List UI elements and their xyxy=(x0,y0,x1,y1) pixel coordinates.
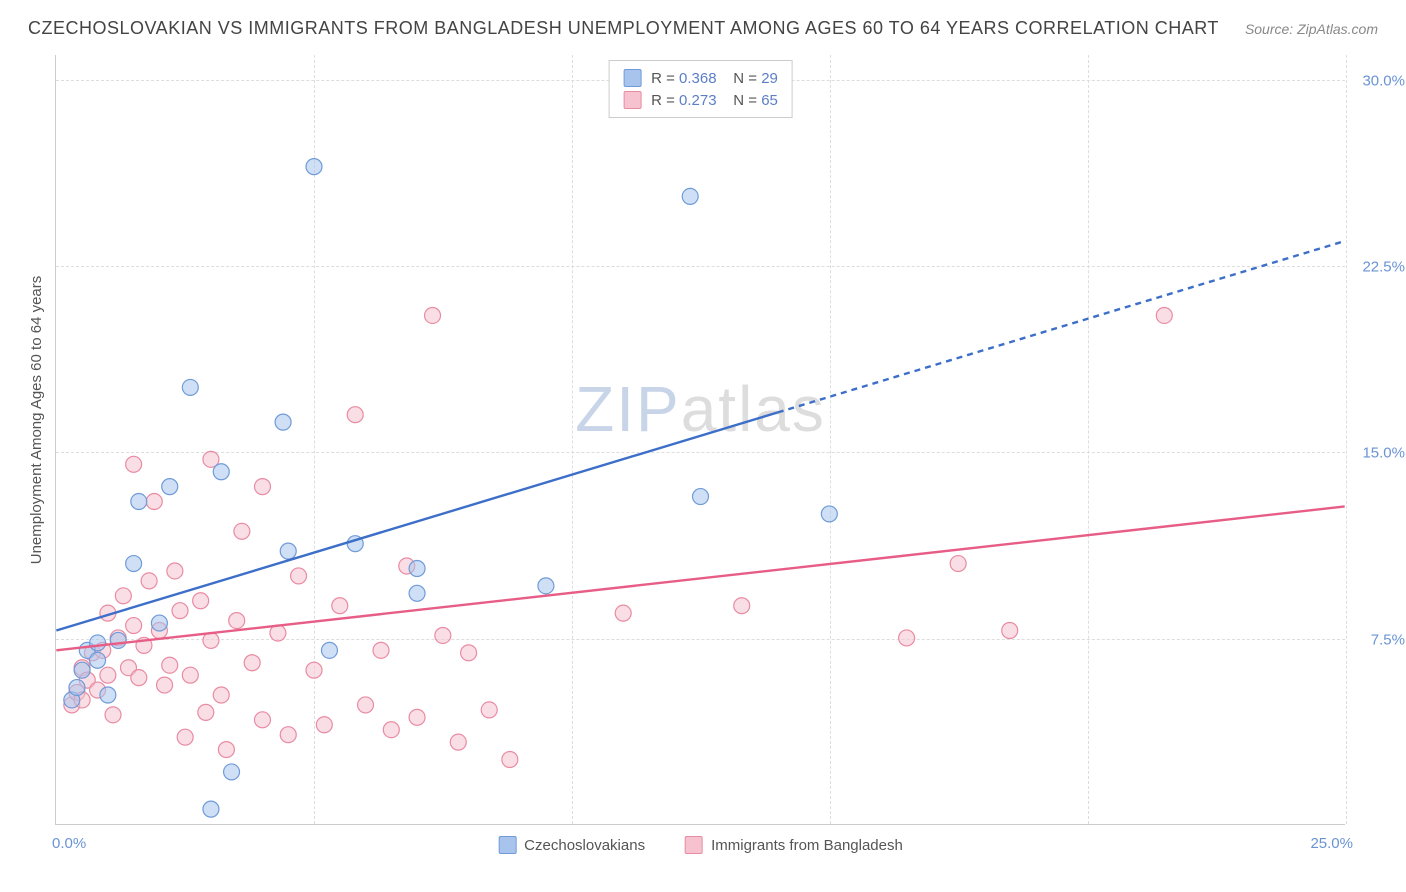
y-tick-label: 7.5% xyxy=(1371,631,1405,648)
scatter-point-a xyxy=(110,632,126,648)
scatter-point-b xyxy=(615,605,631,621)
scatter-point-b xyxy=(131,670,147,686)
scatter-point-b xyxy=(141,573,157,589)
scatter-point-b xyxy=(234,523,250,539)
scatter-point-b xyxy=(218,742,234,758)
scatter-point-b xyxy=(1156,307,1172,323)
scatter-point-b xyxy=(950,556,966,572)
chart-header: CZECHOSLOVAKIAN VS IMMIGRANTS FROM BANGL… xyxy=(28,18,1378,39)
scatter-point-b xyxy=(115,588,131,604)
source-label: Source: xyxy=(1245,21,1293,37)
scatter-point-b xyxy=(157,677,173,693)
scatter-point-a xyxy=(538,578,554,594)
scatter-point-b xyxy=(162,657,178,673)
legend-swatch-b2 xyxy=(685,836,703,854)
y-tick-label: 22.5% xyxy=(1362,259,1405,276)
scatter-point-b xyxy=(409,709,425,725)
legend-label-b: Immigrants from Bangladesh xyxy=(711,837,903,854)
v-gridline xyxy=(1346,55,1347,824)
y-tick-label: 30.0% xyxy=(1362,72,1405,89)
legend-item-a: Czechoslovakians xyxy=(498,836,645,854)
scatter-point-b xyxy=(306,662,322,678)
scatter-point-b xyxy=(182,667,198,683)
scatter-point-b xyxy=(899,630,915,646)
scatter-point-a xyxy=(280,543,296,559)
scatter-point-b xyxy=(280,727,296,743)
scatter-point-b xyxy=(254,479,270,495)
scatter-point-b xyxy=(383,722,399,738)
scatter-point-b xyxy=(332,598,348,614)
scatter-point-a xyxy=(126,556,142,572)
scatter-point-b xyxy=(126,456,142,472)
scatter-point-b xyxy=(193,593,209,609)
scatter-point-b xyxy=(347,407,363,423)
scatter-point-a xyxy=(409,561,425,577)
scatter-point-a xyxy=(682,188,698,204)
legend-item-b: Immigrants from Bangladesh xyxy=(685,836,903,854)
scatter-point-a xyxy=(321,642,337,658)
chart-plot-area: ZIPatlas 7.5%15.0%22.5%30.0% R = 0.368 N… xyxy=(55,55,1345,825)
scatter-point-a xyxy=(131,494,147,510)
scatter-point-b xyxy=(177,729,193,745)
scatter-point-b xyxy=(244,655,260,671)
x-tick-min: 0.0% xyxy=(52,835,86,852)
scatter-point-b xyxy=(1002,623,1018,639)
scatter-point-b xyxy=(100,667,116,683)
scatter-point-b xyxy=(126,618,142,634)
scatter-point-a xyxy=(151,615,167,631)
scatter-point-b xyxy=(481,702,497,718)
scatter-point-a xyxy=(90,652,106,668)
chart-title: CZECHOSLOVAKIAN VS IMMIGRANTS FROM BANGL… xyxy=(28,18,1219,39)
scatter-point-b xyxy=(254,712,270,728)
scatter-point-b xyxy=(461,645,477,661)
scatter-point-a xyxy=(306,159,322,175)
y-tick-label: 15.0% xyxy=(1362,445,1405,462)
scatter-point-b xyxy=(291,568,307,584)
legend-series-names: Czechoslovakians Immigrants from Banglad… xyxy=(498,836,903,854)
trend-line-dashed-a xyxy=(778,241,1345,412)
scatter-point-a xyxy=(693,489,709,505)
scatter-point-a xyxy=(203,801,219,817)
scatter-point-b xyxy=(229,613,245,629)
legend-swatch-a2 xyxy=(498,836,516,854)
scatter-point-b xyxy=(172,603,188,619)
scatter-point-b xyxy=(167,563,183,579)
y-axis-label: Unemployment Among Ages 60 to 64 years xyxy=(28,276,45,565)
scatter-point-a xyxy=(162,479,178,495)
scatter-point-b xyxy=(146,494,162,510)
x-tick-max: 25.0% xyxy=(1310,835,1353,852)
scatter-point-b xyxy=(198,704,214,720)
scatter-point-a xyxy=(100,687,116,703)
scatter-point-a xyxy=(409,585,425,601)
scatter-point-b xyxy=(358,697,374,713)
scatter-point-a xyxy=(213,464,229,480)
scatter-point-b xyxy=(105,707,121,723)
scatter-point-a xyxy=(224,764,240,780)
scatter-point-a xyxy=(90,635,106,651)
scatter-point-b xyxy=(734,598,750,614)
source-attribution: Source: ZipAtlas.com xyxy=(1245,21,1378,37)
scatter-point-a xyxy=(74,662,90,678)
scatter-plot-svg xyxy=(56,55,1345,824)
source-value: ZipAtlas.com xyxy=(1297,21,1378,37)
scatter-point-b xyxy=(502,752,518,768)
scatter-point-a xyxy=(69,680,85,696)
scatter-point-b xyxy=(450,734,466,750)
scatter-point-a xyxy=(275,414,291,430)
legend-label-a: Czechoslovakians xyxy=(524,837,645,854)
scatter-point-a xyxy=(821,506,837,522)
scatter-point-b xyxy=(316,717,332,733)
scatter-point-a xyxy=(182,379,198,395)
scatter-point-b xyxy=(213,687,229,703)
scatter-point-b xyxy=(425,307,441,323)
scatter-point-b xyxy=(373,642,389,658)
scatter-point-b xyxy=(435,627,451,643)
